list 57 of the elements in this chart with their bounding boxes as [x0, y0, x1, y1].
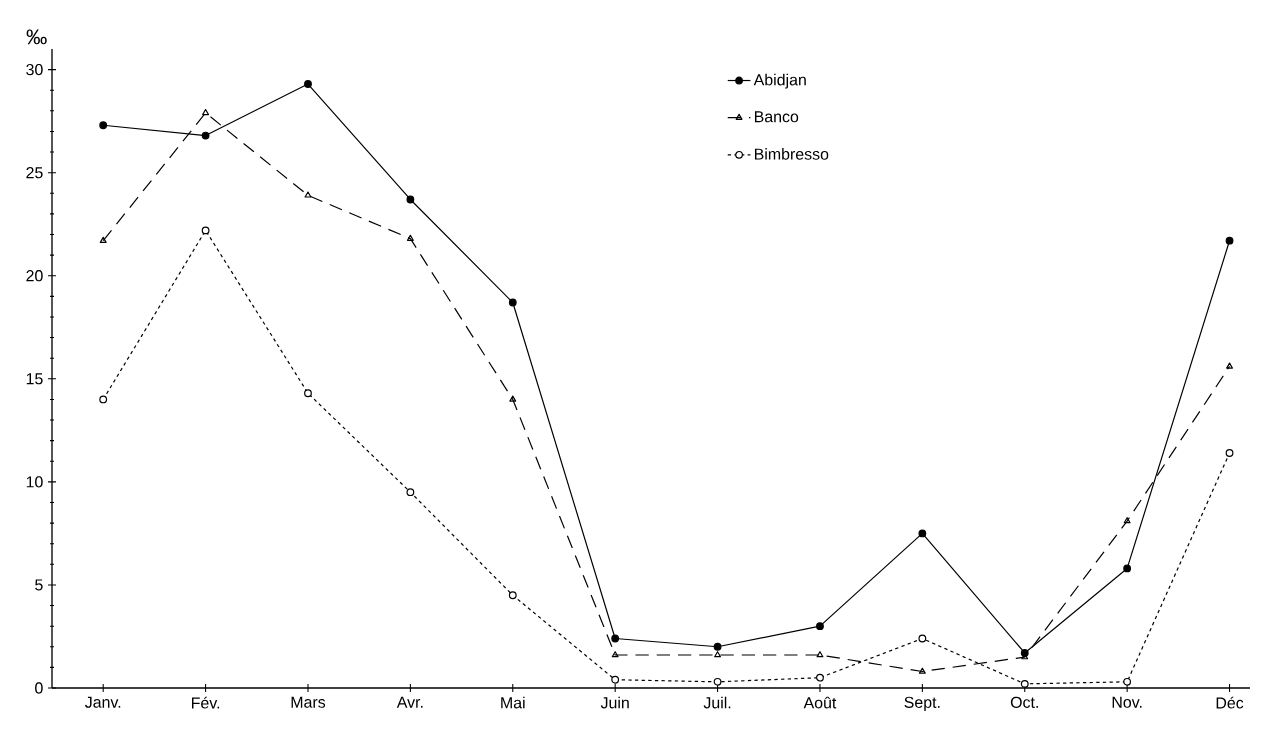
- x-tick-label: Août: [803, 696, 837, 709]
- y-tick-label: 5: [35, 579, 43, 591]
- point: [1225, 236, 1234, 245]
- point: [304, 80, 312, 88]
- x-tick-label: Mars: [291, 696, 326, 708]
- y-axis-title: ‰: [26, 29, 47, 45]
- point: [99, 121, 108, 130]
- y-tick-label: 10: [26, 476, 43, 488]
- x-tick-label: Fév.: [192, 696, 220, 709]
- y-tick-label: 30: [26, 63, 43, 76]
- x-tick-label: Nov.: [1112, 696, 1142, 708]
- point: [816, 673, 824, 682]
- point: [508, 298, 517, 307]
- point: [714, 651, 722, 658]
- point: [816, 651, 824, 658]
- point: [1123, 517, 1131, 524]
- y-tick-label: 20: [26, 270, 43, 282]
- x-tick-label: Janv.: [84, 696, 121, 708]
- point: [304, 191, 312, 198]
- point: [1020, 679, 1029, 688]
- x-tick-label: Juin: [600, 696, 629, 709]
- point: [611, 634, 620, 643]
- x-tick-label: Juil.: [703, 696, 731, 709]
- point: [202, 108, 210, 116]
- point: [1225, 449, 1234, 457]
- point: [201, 226, 210, 235]
- point: [611, 651, 619, 658]
- x-tick-label: Déc: [1216, 696, 1244, 709]
- point: [1123, 564, 1132, 573]
- y-tick-label: 15: [26, 373, 43, 385]
- x-tick-label: Sept.: [904, 696, 940, 712]
- x-tick-label: Oct.: [1010, 696, 1038, 708]
- point: [406, 234, 414, 241]
- point: [918, 529, 927, 538]
- point: [713, 642, 722, 651]
- point: [509, 395, 517, 402]
- point: [918, 667, 926, 674]
- point: [304, 389, 312, 398]
- point: [99, 236, 107, 243]
- point: [508, 591, 517, 600]
- point: [1123, 677, 1132, 686]
- y-tick-label: 25: [26, 167, 43, 179]
- point: [611, 675, 620, 684]
- point: [406, 195, 415, 204]
- legend-label: Banco: [754, 111, 799, 123]
- legend-label: Bimbresso: [754, 148, 829, 160]
- point: [406, 488, 415, 497]
- x-tick-label: Mai: [501, 696, 525, 709]
- y-tick-label: 0: [35, 682, 43, 694]
- point: [713, 677, 722, 686]
- point: [1226, 362, 1234, 369]
- legend-label: Abidjan: [753, 73, 806, 89]
- x-tick-label: Avr.: [396, 696, 423, 708]
- point: [99, 395, 108, 404]
- point: [201, 131, 210, 140]
- point: [918, 634, 927, 643]
- point: [816, 622, 824, 631]
